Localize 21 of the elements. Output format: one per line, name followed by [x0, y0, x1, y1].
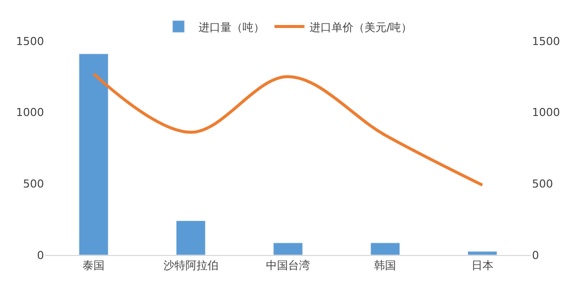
y-tick-label: 500: [23, 178, 44, 191]
x-tick-label: 日本: [471, 259, 494, 272]
legend-label: 进口单价（美元/吨）: [310, 20, 412, 34]
y2-tick-label: 1500: [532, 34, 560, 48]
y2-tick-label: 0: [532, 248, 539, 262]
line-series: [92, 72, 484, 187]
x-tick-label: 中国台湾: [266, 259, 310, 272]
bar: [468, 251, 498, 255]
bar: [273, 242, 303, 255]
y2-tick-label: 500: [532, 178, 553, 191]
y-tick-label: 1000: [16, 106, 44, 120]
legend-label: 进口量（吨）: [198, 20, 264, 34]
x-tick-label: 泰国: [82, 259, 105, 272]
y2-tick-label: 1000: [532, 106, 560, 120]
bar: [78, 54, 108, 255]
x-tick-label: 韩国: [374, 259, 396, 272]
y-tick-label: 0: [37, 248, 44, 262]
y-tick-label: 1500: [16, 34, 44, 48]
bar: [176, 220, 206, 255]
x-tick-label: 沙特阿拉伯: [163, 259, 218, 272]
bar: [370, 242, 400, 255]
